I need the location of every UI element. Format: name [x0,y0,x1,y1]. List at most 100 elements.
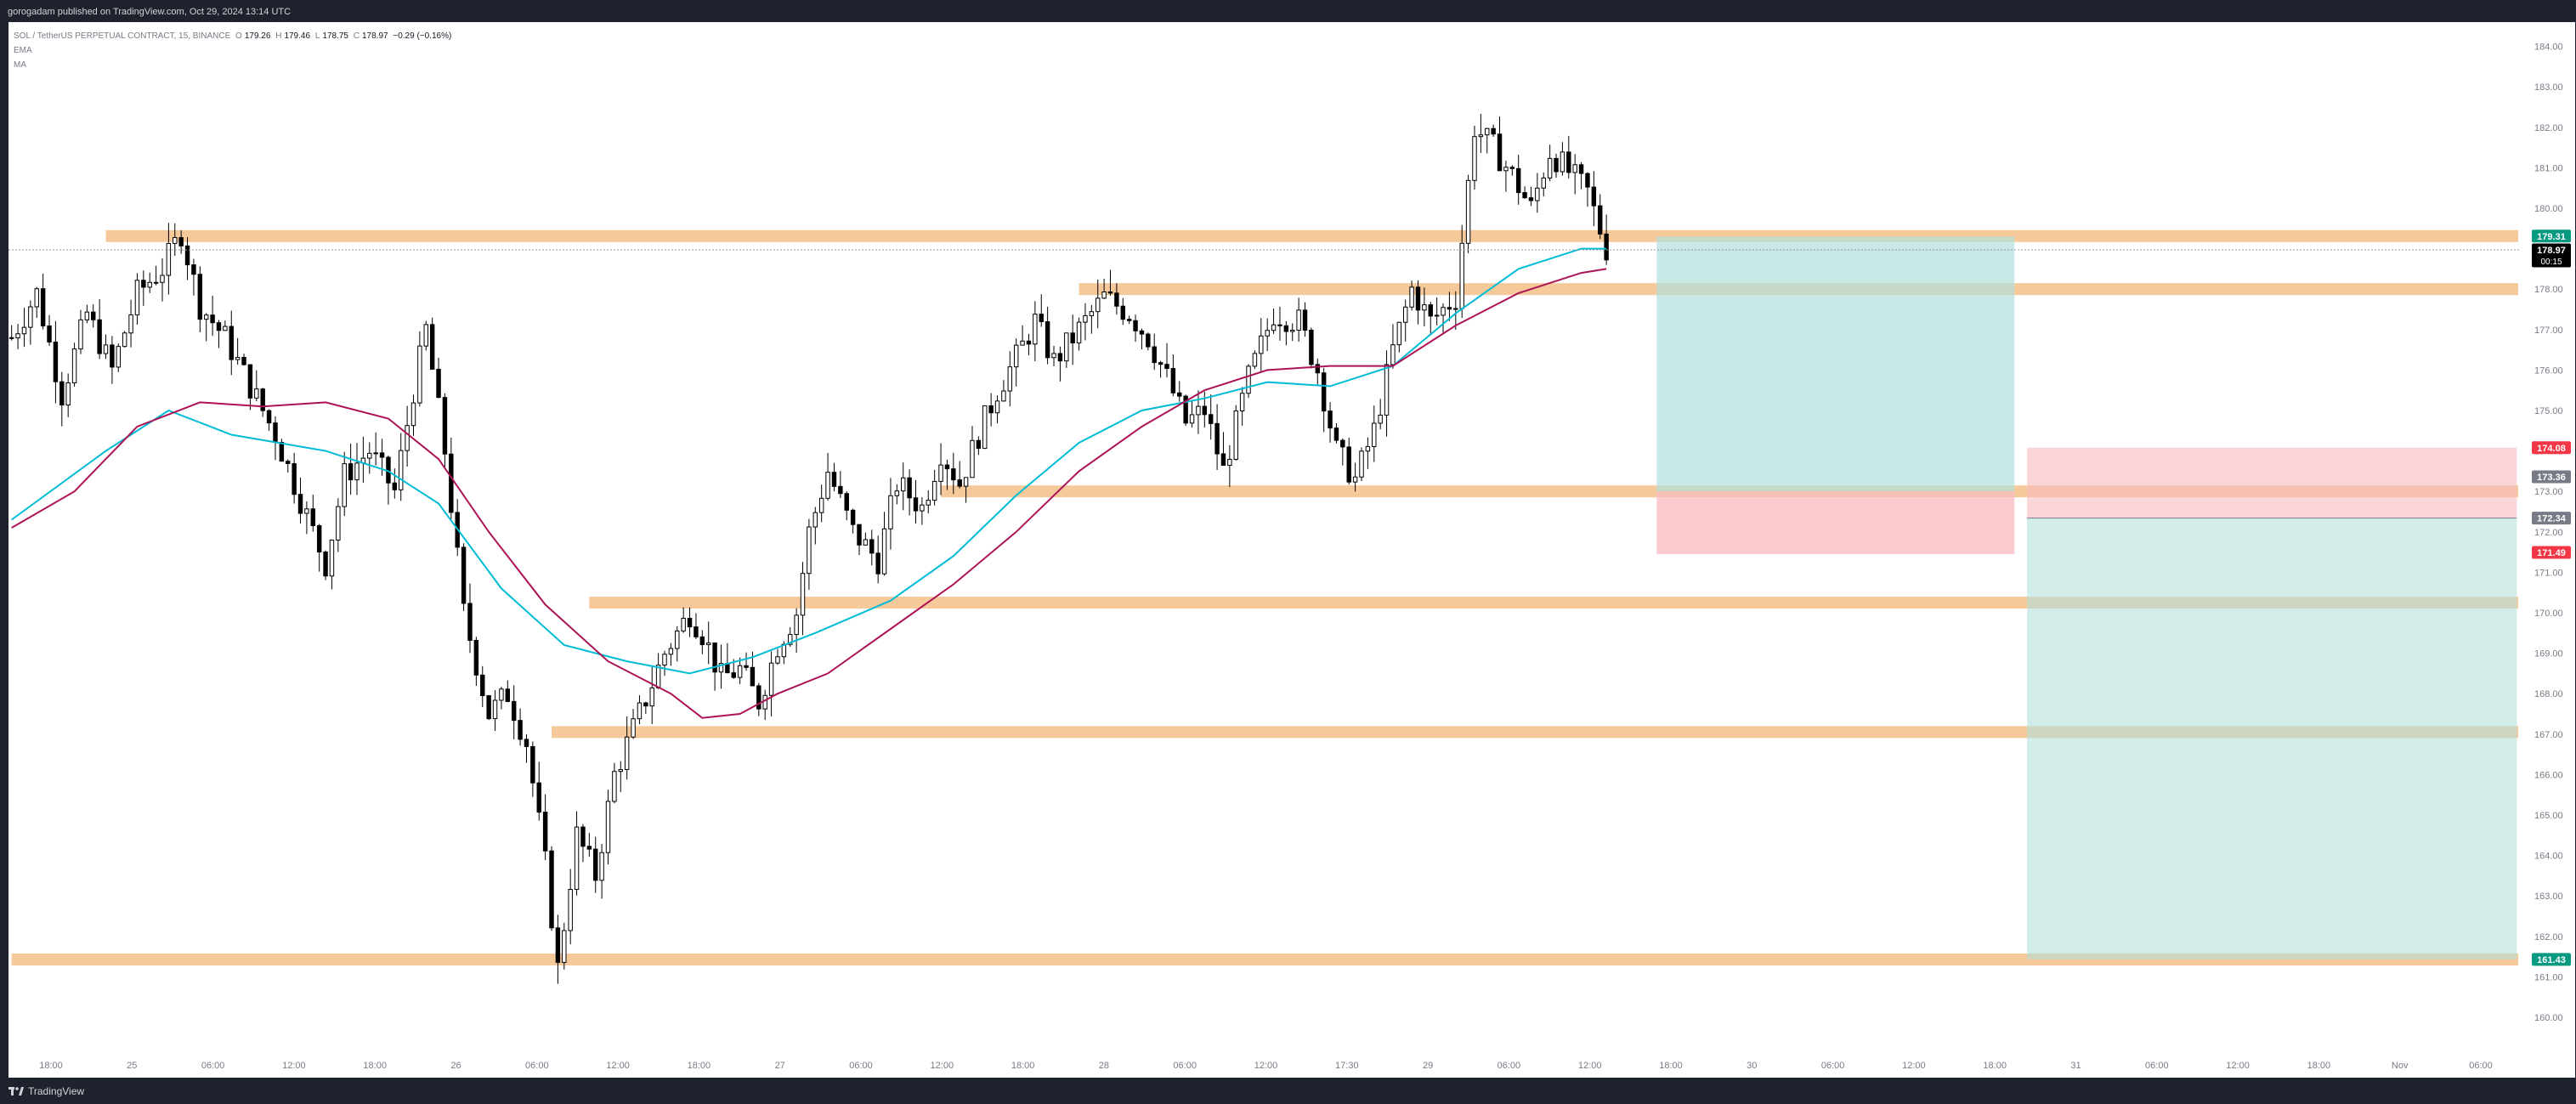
candle-body [1265,330,1270,337]
candle-body [1465,179,1471,244]
candle-body [1220,453,1226,467]
y-axis-tick-label: 181.00 [2534,163,2563,173]
y-axis-tick-label: 169.00 [2534,649,2563,660]
candle-body [1503,167,1509,172]
candle-body [342,463,347,507]
short-profit-zone [2027,518,2517,960]
candle-body [1441,307,1446,316]
candle-body [367,452,372,459]
price-axis-label-bg [2532,470,2571,484]
candle-body [141,280,146,288]
candle-body [336,506,341,541]
candle-body [480,674,485,697]
candle-body [467,603,473,641]
sr-zone [105,229,2518,242]
y-axis-tick-label: 182.00 [2534,123,2563,133]
x-axis-tick-label: 12:00 [606,1061,630,1071]
candle-body [323,551,328,577]
candle-body [1202,405,1208,416]
legend-symbol[interactable]: SOL / TetherUS PERPETUAL CONTRACT, 15, B… [14,31,231,41]
legend-ema[interactable]: EMA [14,46,32,55]
candle-body [1309,329,1314,365]
candle-body [423,324,428,347]
candle-body [1422,304,1427,311]
candle-body [1472,136,1477,181]
candle-body [963,477,969,487]
candle-body [1083,314,1088,323]
candle-body [1598,205,1603,235]
y-axis-tick-label: 176.00 [2534,365,2563,376]
candle-body [1001,390,1006,402]
candle-body [938,464,943,482]
candle-body [1509,167,1515,169]
candle-body [1321,372,1327,412]
candle-body [103,344,109,354]
x-axis-tick-label: 18:00 [1659,1061,1683,1071]
candle-body [1384,364,1390,416]
candle-body [223,326,228,331]
candle-body [1070,332,1075,343]
candle-body [881,528,887,575]
candle-body [1497,133,1503,172]
candle-body [542,812,548,852]
candle-body [518,720,523,740]
candle-body [1566,151,1571,173]
legend-close-key: C [353,31,360,41]
candle-body [888,495,893,529]
candle-body [1283,325,1289,332]
candle-body [91,311,96,320]
candle-body [907,477,912,499]
x-axis-tick-label: 06:00 [1821,1061,1845,1071]
sr-zone [552,726,2518,739]
candle-body [399,450,404,490]
price-axis-label-bg [2532,441,2571,455]
candle-body [605,801,611,853]
candle-body [160,275,165,283]
candle-body [982,405,988,450]
candle-body [71,348,77,383]
candle-body [586,846,592,850]
x-axis-tick-label: 06:00 [2145,1061,2169,1071]
candle-body [1578,164,1584,174]
x-axis-tick-label: 18:00 [39,1061,63,1071]
tradingview-logo-icon [8,1086,24,1096]
candle-body [34,288,39,308]
candle-body [1013,344,1019,368]
footer-brand: TradingView [28,1084,85,1097]
candle-body [461,546,467,604]
x-axis-tick-label: 18:00 [688,1061,711,1071]
candle-body [1101,291,1107,299]
candle-body [241,356,246,365]
candle-body [1007,366,1013,392]
candle-body [417,345,422,404]
candle-body [15,333,20,339]
candle-body [1591,186,1597,207]
x-axis-tick-label: 18:00 [1983,1061,2007,1071]
candle-body [1296,309,1301,331]
tradingview-logo[interactable]: TradingView [8,1085,84,1097]
candle-body [574,826,580,890]
candle-body [1554,157,1559,173]
candle-body [1547,157,1553,178]
candle-body [147,281,152,288]
sr-zone [11,953,2518,965]
candle-body [473,639,479,676]
legend-low: 178.75 [322,31,348,41]
candle-body [662,654,667,666]
candle-body [1541,177,1546,189]
candle-body [668,648,674,655]
candle-body [1604,233,1609,261]
candle-body [392,482,398,490]
candle-body [649,687,654,707]
legend-ma[interactable]: MA [14,60,26,70]
y-axis-tick-label: 177.00 [2534,326,2563,336]
candle-body [1064,332,1069,362]
price-chart[interactable]: 160.00 161.00 162.00 163.00 164.00 165.00 166.… [8,22,2575,1078]
candles-group [8,114,1609,984]
candle-body [1403,306,1408,323]
candle-body [818,497,824,513]
footer-bar: TradingView [0,1078,2576,1104]
candle-body [134,280,140,315]
candle-body [794,614,799,636]
candle-body [1528,197,1534,201]
